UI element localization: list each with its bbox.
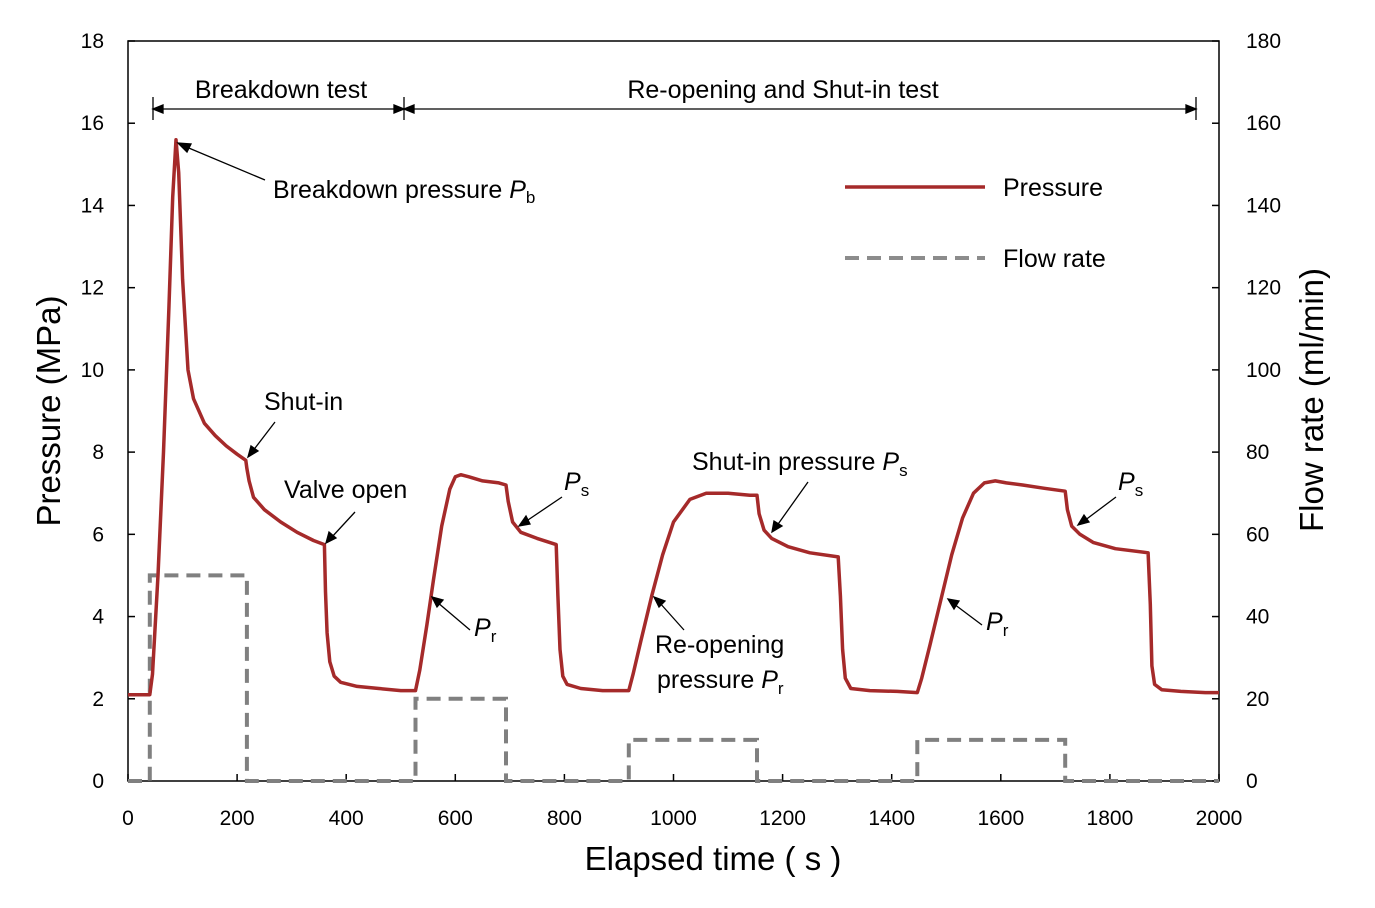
- pressure-series-line: [128, 137, 1219, 697]
- y-tick-label: 16: [81, 112, 104, 135]
- reopening-test-label: Re-opening and Shut-in test: [627, 76, 938, 104]
- y-axis-ticks: 0 2 4 6 8 10 12 14 16 18: [81, 30, 135, 793]
- legend: Pressure Flow rate: [845, 174, 1106, 273]
- x-tick-label: 1000: [650, 807, 697, 830]
- reopening-pressure-label-line2: pressure Pr: [657, 666, 784, 698]
- y2-tick-label: 20: [1246, 688, 1269, 711]
- pr-label-1: Pr: [474, 614, 497, 646]
- x-tick-label: 1600: [977, 807, 1024, 830]
- y-axis-title: Pressure (MPa): [30, 295, 67, 526]
- y-tick-label: 2: [92, 688, 104, 711]
- pr-label-3: Pr: [986, 608, 1009, 640]
- shut-in-pressure-label: Shut-in pressure Ps: [692, 448, 908, 480]
- valve-open-label: Valve open: [284, 476, 407, 504]
- x-tick-label: 800: [547, 807, 582, 830]
- y-tick-label: 8: [92, 441, 104, 464]
- y-tick-label: 4: [92, 606, 104, 629]
- y2-tick-label: 180: [1246, 30, 1281, 53]
- x-axis-ticks: 0 200 400 600 800 1000 1200 1400 1600 1800 2000: [122, 774, 1242, 830]
- ps-label-3: Ps: [1118, 468, 1143, 500]
- y-tick-label: 10: [81, 359, 104, 382]
- y-tick-label: 12: [81, 277, 104, 300]
- x-tick-label: 1400: [868, 807, 915, 830]
- x-tick-label: 1800: [1087, 807, 1134, 830]
- y2-axis-ticks: 0 20 40 60 80 100 120 140 160 180: [1212, 30, 1281, 793]
- y-tick-label: 0: [92, 770, 104, 793]
- ps-label-1: Ps: [564, 468, 589, 500]
- y2-tick-label: 40: [1246, 606, 1269, 629]
- y2-axis-title: Flow rate (ml/min): [1293, 268, 1330, 532]
- x-tick-label: 400: [329, 807, 364, 830]
- shut-in-label: Shut-in: [264, 388, 343, 416]
- breakdown-pressure-label: Breakdown pressure Pb: [273, 176, 535, 207]
- y2-tick-label: 160: [1246, 112, 1281, 135]
- y2-tick-label: 60: [1246, 523, 1269, 546]
- reopening-pressure-label-line1: Re-opening: [655, 631, 784, 659]
- y2-tick-label: 100: [1246, 359, 1281, 382]
- x-tick-label: 200: [220, 807, 255, 830]
- x-tick-label: 1200: [759, 807, 806, 830]
- y2-tick-label: 120: [1246, 277, 1281, 300]
- y-tick-label: 6: [92, 523, 104, 546]
- x-tick-label: 2000: [1196, 807, 1243, 830]
- y2-tick-label: 80: [1246, 441, 1269, 464]
- y-tick-label: 18: [81, 30, 104, 53]
- annotation-arrows: [176, 142, 1117, 631]
- legend-flow-label: Flow rate: [1003, 245, 1106, 273]
- x-tick-label: 0: [122, 807, 134, 830]
- breakdown-test-bracket: [151, 97, 1198, 120]
- y-tick-label: 14: [81, 194, 105, 217]
- y2-tick-label: 0: [1246, 770, 1258, 793]
- x-tick-label: 600: [438, 807, 473, 830]
- breakdown-test-label: Breakdown test: [195, 76, 367, 104]
- legend-pressure-label: Pressure: [1003, 174, 1103, 202]
- flow-rate-series-line: [128, 573, 1219, 783]
- y2-tick-label: 140: [1246, 194, 1281, 217]
- x-axis-title: Elapsed time ( s ): [585, 840, 842, 877]
